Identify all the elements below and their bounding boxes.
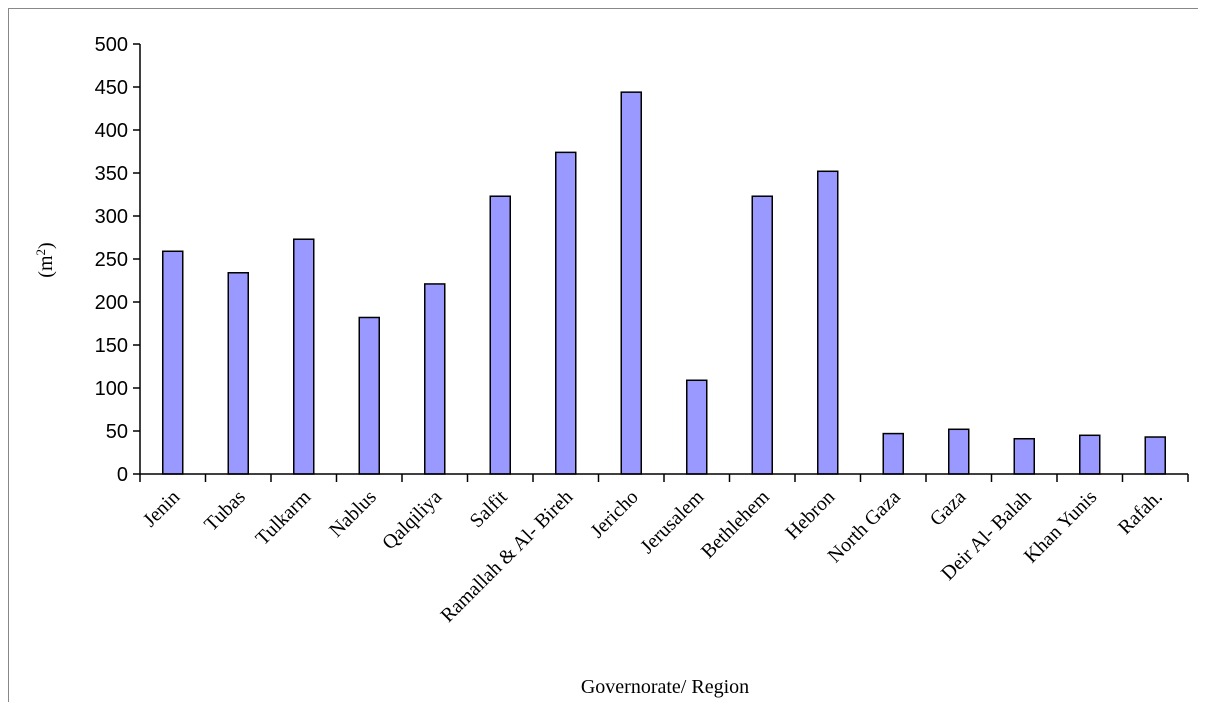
y-axis-title-close: ) (35, 242, 57, 249)
x-tick-label: Hebron (781, 486, 839, 544)
x-tick-label: Salfit (466, 486, 513, 533)
y-tick-label: 250 (95, 249, 128, 271)
x-tick-label: Jenin (139, 486, 184, 531)
y-tick-label: 400 (95, 120, 128, 142)
y-tick-label: 100 (95, 378, 128, 400)
x-tick-label: Ramallah & Al- Bireh (436, 486, 577, 627)
y-axis-title-base: (m (35, 255, 57, 278)
x-axis-title: Governorate/ Region (581, 676, 749, 698)
x-tick-label: Rafah. (1114, 486, 1167, 539)
y-tick-label: 350 (95, 163, 128, 185)
bar-rafah (1144, 436, 1166, 475)
bar-jerusalem (686, 379, 708, 475)
y-tick-label: 450 (95, 77, 128, 99)
bar-salfit (489, 195, 511, 475)
bar-tulkarm (293, 238, 315, 475)
x-axis-ticks (139, 474, 1189, 482)
x-tick-label: Nablus (325, 486, 381, 542)
x-tick-label: Tulkarm (252, 486, 316, 550)
chart-frame (8, 8, 1198, 702)
bar-jericho (620, 91, 642, 475)
x-tick-label: Jericho (586, 486, 642, 542)
bar-bethlehem (751, 195, 773, 475)
y-tick-label: 500 (95, 34, 128, 56)
bar-north-gaza (882, 432, 904, 475)
y-tick-label: 50 (106, 421, 128, 443)
bar-tubas (227, 272, 249, 475)
y-tick-label: 150 (95, 335, 128, 357)
bar-gaza (948, 428, 970, 475)
y-axis-title-superscript: 2 (33, 249, 48, 256)
x-tick-label: Bethlehem (697, 486, 774, 563)
y-tick-label: 0 (117, 464, 128, 486)
x-tick-label: Tubas (200, 486, 250, 536)
y-axis-title: (m2) (33, 242, 58, 277)
bar-hebron (817, 170, 839, 475)
y-axis-ticks: 0 50 100 150 200 250 300 350 400 450 500 (95, 34, 140, 486)
bar-ramallah-al-bireh (555, 151, 577, 475)
x-tick-label: North Gaza (824, 486, 905, 567)
bars (162, 91, 1166, 475)
y-tick-label: 200 (95, 292, 128, 314)
bar-qalqiliya (424, 283, 446, 475)
bar-khan-yunis (1079, 434, 1101, 475)
x-tick-label: Gaza (926, 486, 971, 531)
bar-deir-al-balah (1013, 437, 1035, 475)
x-tick-label: Qalqiliya (378, 486, 446, 554)
bar-nablus (358, 316, 380, 475)
y-tick-label: 300 (95, 206, 128, 228)
bar-jenin (162, 250, 184, 475)
